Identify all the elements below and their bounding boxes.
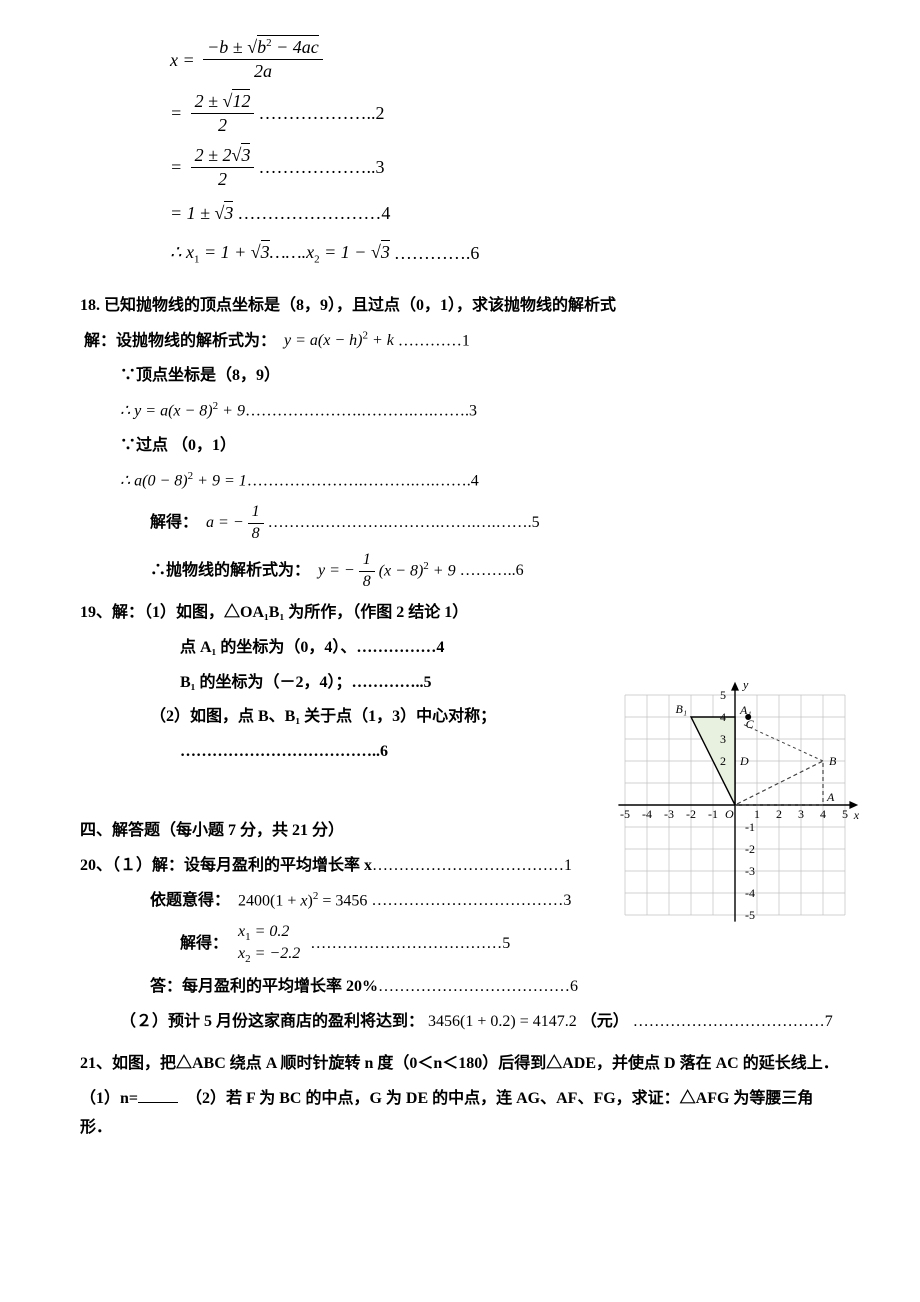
p18-final: ∴抛物线的解析式为： y = − 1 8 (x − 8)2 + 9 ………..6 (150, 550, 840, 593)
svg-text:3: 3 (798, 807, 804, 821)
eq-step4: = 1 ± √3 (170, 197, 233, 229)
formula-block-17: x = −b ± √b2 − 4ac 2a = 2 ± √12 2 ………………… (170, 36, 840, 270)
svg-text:x: x (853, 808, 860, 822)
svg-text:5: 5 (842, 807, 848, 821)
p18-eq3: ∴ a(0 − 8)2 + 9 = 1………………….……….….…….4 (120, 467, 840, 496)
svg-text:A: A (826, 790, 835, 804)
svg-text:1: 1 (754, 807, 760, 821)
p18-sol: 解：设抛物线的解析式为： y = a(x − h)2 + k …………1 (80, 327, 840, 356)
coordinate-figure: -5-4-3-2-112345-1-2-3-4-52345OABA₁B₁CDxy (585, 680, 885, 930)
svg-text:-4: -4 (642, 807, 652, 821)
svg-text:-5: -5 (745, 908, 755, 922)
svg-text:2: 2 (776, 807, 782, 821)
svg-text:-1: -1 (745, 820, 755, 834)
svg-text:-5: -5 (620, 807, 630, 821)
svg-text:A₁: A₁ (739, 703, 752, 717)
p18-through: ∵过点 （0，1） (120, 432, 840, 461)
svg-text:B: B (829, 754, 837, 768)
svg-text:4: 4 (820, 807, 826, 821)
svg-text:3: 3 (720, 732, 726, 746)
svg-text:-2: -2 (745, 842, 755, 856)
svg-text:C: C (746, 717, 755, 731)
svg-text:y: y (742, 680, 749, 691)
p18-vertex: ∵顶点坐标是（8，9） (120, 362, 840, 391)
eq-final: ∴ x1 = 1 + √3…….x2 = 1 − √3 (170, 236, 390, 270)
p18-title: 18. 已知抛物线的顶点坐标是（8，9），且过点（0，1），求该抛物线的解析式 (80, 292, 840, 321)
step-mark: ……………………4 (237, 197, 390, 229)
svg-text:-1: -1 (708, 807, 718, 821)
step-mark: ………………..3 (258, 151, 384, 183)
step-mark: ………….6 (394, 237, 480, 269)
eq-lhs: x = (170, 44, 199, 76)
p21-l2: （1）n= （2）若 F 为 BC 的中点，G 为 DE 的中点，连 AG、AF… (80, 1085, 840, 1143)
svg-text:O: O (725, 807, 734, 821)
svg-text:2: 2 (720, 754, 726, 768)
svg-text:5: 5 (720, 688, 726, 702)
p20-part2: （２）预计 5 月份这家商店的盈利将达到： 3456(1 + 0.2) = 41… (120, 1008, 840, 1037)
p18-solve: 解得： a = − 1 8 ……….………….……….…….….…….5 (150, 502, 840, 545)
p19-l1: 点 A₁ 的坐标为（0，4）、……………4 (180, 634, 840, 663)
svg-text:-3: -3 (745, 864, 755, 878)
svg-text:-2: -2 (686, 807, 696, 821)
svg-text:D: D (739, 754, 749, 768)
svg-text:B₁: B₁ (675, 702, 687, 716)
svg-text:-3: -3 (664, 807, 674, 821)
svg-text:-4: -4 (745, 886, 755, 900)
p21-l1: 21、如图，把△ABC 绕点 A 顺时针旋转 n 度（0＜n＜180）后得到△A… (80, 1050, 840, 1079)
svg-text:4: 4 (720, 710, 726, 724)
blank-fill (138, 1086, 178, 1103)
p18-eq2: ∴ y = a(x − 8)2 + 9………………….……….….…….3 (120, 397, 840, 426)
p20-answer: 答：每月盈利的平均增长率 20%………………………………6 (150, 973, 840, 1002)
p19-title: 19、解：（1）如图，△OA₁B₁ 为所作，（作图 2 结论 1） (80, 599, 840, 628)
step-mark: ………………..2 (258, 97, 384, 129)
